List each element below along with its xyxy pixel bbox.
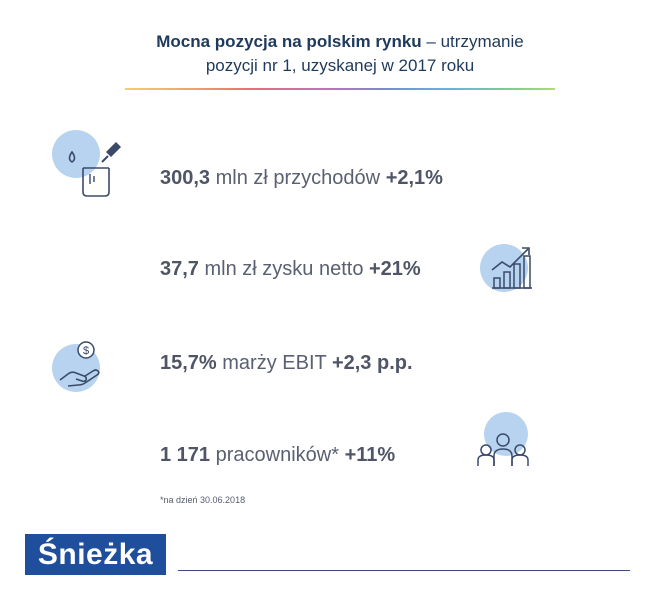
stat-text: mln zł zysku netto — [198, 258, 369, 280]
svg-text:$: $ — [83, 345, 89, 357]
stat-value: 15,7% — [160, 352, 217, 374]
stat-value: 37,7 — [160, 258, 199, 280]
stat-change: +21% — [369, 258, 421, 280]
stat-value: 300,3 — [160, 167, 211, 189]
sniezka-logo: Śnieżka — [25, 534, 166, 575]
page-title: Mocna pozycja na polskim rynku – utrzyma… — [120, 30, 560, 78]
paint-bucket-icon — [50, 128, 130, 208]
stat-change: +11% — [344, 444, 396, 466]
stat-text: marży EBIT — [216, 352, 332, 374]
hand-coin-icon: $ — [50, 336, 110, 401]
growth-chart-icon — [478, 240, 538, 300]
stat-ebit-margin: 15,7% marży EBIT +2,3 p.p. — [160, 352, 413, 375]
stat-value: 1 171 — [160, 444, 211, 466]
stat-change: +2,3 p.p. — [331, 352, 413, 374]
stat-text: mln zł przychodów — [210, 167, 386, 189]
stat-text: pracowników* — [210, 444, 345, 466]
stat-revenue: 300,3 mln zł przychodów +2,1% — [160, 167, 443, 190]
bottom-divider — [178, 570, 630, 571]
stat-net-profit: 37,7 mln zł zysku netto +21% — [160, 258, 421, 281]
title-bold: Mocna pozycja na polskim rynku — [156, 32, 422, 51]
title-line2: pozycji nr 1, uzyskanej w 2017 roku — [205, 56, 475, 75]
stat-change: +2,1% — [385, 167, 443, 189]
stat-employees: 1 171 pracowników* +11% — [160, 444, 395, 467]
rainbow-divider — [125, 88, 555, 90]
people-icon — [470, 410, 535, 475]
title-rest: – utrzymanie — [421, 32, 524, 51]
footnote: *na dzień 30.06.2018 — [160, 495, 246, 505]
